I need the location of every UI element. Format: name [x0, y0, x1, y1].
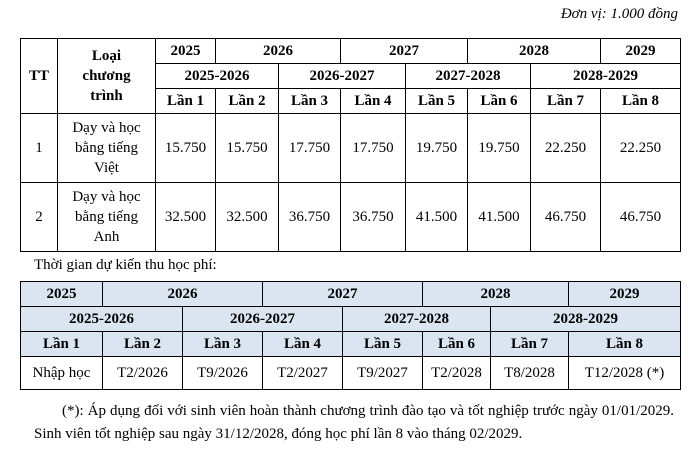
header-cell: TT — [20, 38, 58, 114]
header-cell: Loại chương trình — [57, 38, 156, 114]
fee-table: TT Loại chương trình 2025 2026 2027 2028 2029 2… — [20, 38, 681, 252]
installment-cell: Lần 5 — [405, 88, 468, 114]
fee-cell: 15.750 — [215, 113, 279, 183]
year-cell: 2025 — [20, 281, 103, 307]
program-cell: Dạy và học bằng tiếng Việt — [57, 113, 156, 183]
tt-cell: 2 — [20, 182, 58, 252]
installment-cell: Lần 4 — [340, 88, 406, 114]
period-cell: 2028-2029 — [530, 63, 681, 89]
data-row: 2 Dạy và học bằng tiếng Anh 32.500 32.500 36… — [20, 182, 681, 252]
year-cell: 2026 — [102, 281, 263, 307]
fee-cell: 46.750 — [530, 182, 601, 252]
period-cell: 2027-2028 — [405, 63, 531, 89]
installment-cell: Lần 7 — [530, 88, 601, 114]
fee-cell: 15.750 — [155, 113, 216, 183]
period-cell: 2028-2029 — [490, 306, 681, 332]
period-cell: 2025-2026 — [20, 306, 183, 332]
date-cell: T9/2026 — [182, 356, 263, 390]
fee-cell: 46.750 — [600, 182, 681, 252]
installment-cell: Lần 8 — [600, 88, 681, 114]
fee-cell: 17.750 — [340, 113, 406, 183]
date-cell: T2/2028 — [422, 356, 491, 390]
period-cell: 2027-2028 — [342, 306, 491, 332]
year-cell: 2028 — [422, 281, 569, 307]
installment-cell: Lần 2 — [215, 88, 279, 114]
fee-cell: 17.750 — [278, 113, 341, 183]
year-cell: 2025 — [155, 38, 216, 64]
header-row: Lần 1 Lần 2 Lần 3 Lần 4 Lần 5 Lần 6 Lần 7 Lần 8 — [20, 331, 681, 357]
installment-cell: Lần 4 — [262, 331, 343, 357]
fee-cell: 41.500 — [405, 182, 468, 252]
data-row: 1 Dạy và học bằng tiếng Việt 15.750 15.750 1… — [20, 113, 681, 183]
installment-cell: Lần 3 — [278, 88, 341, 114]
unit-note: Đơn vị: 1.000 đồng — [560, 6, 678, 22]
fee-cell: 19.750 — [467, 113, 531, 183]
period-cell: 2026-2027 — [182, 306, 343, 332]
header-row: Lần 1 Lần 2 Lần 3 Lần 4 Lần 5 Lần 6 Lần 7 Lần 8 — [21, 88, 681, 114]
date-cell: T2/2026 — [102, 356, 183, 390]
period-cell: 2025-2026 — [155, 63, 279, 89]
header-row: 2025 2026 2027 2028 2029 — [20, 281, 681, 307]
year-cell: 2026 — [215, 38, 341, 64]
program-cell: Dạy và học bằng tiếng Anh — [57, 182, 156, 252]
header-row: TT Loại chương trình 2025 2026 2027 2028 2029 — [20, 38, 681, 114]
fee-cell: 22.250 — [530, 113, 601, 183]
installment-cell: Lần 6 — [467, 88, 531, 114]
year-cell: 2029 — [568, 281, 681, 307]
installment-cell: Lần 6 — [422, 331, 491, 357]
footnote: (*): Áp dụng đối với sinh viên hoàn thàn… — [34, 403, 674, 442]
fee-cell: 32.500 — [215, 182, 279, 252]
date-cell: T2/2027 — [262, 356, 343, 390]
fee-cell: 19.750 — [405, 113, 468, 183]
fee-cell: 41.500 — [467, 182, 531, 252]
installment-cell: Lần 1 — [155, 88, 216, 114]
tt-cell: 1 — [20, 113, 58, 183]
date-cell: Nhập học — [20, 356, 103, 390]
schedule-label: Thời gian dự kiến thu học phí: — [34, 257, 217, 273]
installment-cell: Lần 7 — [490, 331, 569, 357]
year-cell: 2028 — [467, 38, 601, 64]
fee-cell: 36.750 — [340, 182, 406, 252]
installment-cell: Lần 1 — [20, 331, 103, 357]
installment-cell: Lần 2 — [102, 331, 183, 357]
header-row: 2025-2026 2026-2027 2027-2028 2028-2029 — [20, 306, 681, 332]
year-cell: 2027 — [340, 38, 468, 64]
year-cell: 2029 — [600, 38, 681, 64]
installment-cell: Lần 8 — [568, 331, 681, 357]
date-cell: T12/2028 (*) — [568, 356, 681, 390]
installment-cell: Lần 3 — [182, 331, 263, 357]
fee-cell: 36.750 — [278, 182, 341, 252]
schedule-table: 2025 2026 2027 2028 2029 2025-2026 2026-2027 20… — [20, 281, 681, 390]
data-row: Nhập học T2/2026 T9/2026 T2/2027 T9/2027 T2/2… — [20, 356, 681, 390]
date-cell: T9/2027 — [342, 356, 423, 390]
date-cell: T8/2028 — [490, 356, 569, 390]
year-cell: 2027 — [262, 281, 423, 307]
fee-cell: 32.500 — [155, 182, 216, 252]
period-cell: 2026-2027 — [278, 63, 406, 89]
header-row: 2025-2026 2026-2027 2027-2028 2028-2029 — [21, 63, 681, 89]
installment-cell: Lần 5 — [342, 331, 423, 357]
fee-cell: 22.250 — [600, 113, 681, 183]
